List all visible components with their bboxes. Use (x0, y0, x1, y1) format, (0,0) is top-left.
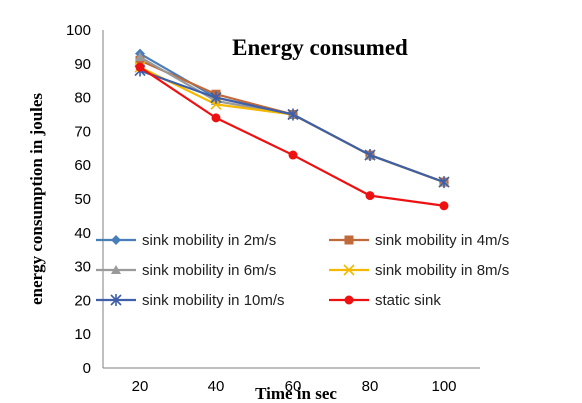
x-tick-label: 40 (208, 378, 225, 395)
series-line (139, 66, 445, 207)
y-tick-label: 20 (74, 292, 91, 309)
legend-swatch-marker (111, 265, 121, 274)
y-axis-title: energy consumption in joules (27, 93, 46, 305)
data-point (438, 176, 450, 189)
y-tick-label: 50 (74, 191, 91, 208)
series-line (139, 56, 445, 184)
x-tick-label: 80 (362, 378, 379, 395)
legend: sink mobility in 2m/s sink mobility in 4m… (96, 232, 509, 309)
y-tick-label: 40 (74, 225, 91, 242)
legend-item: sink mobility in 4m/s (329, 232, 509, 249)
legend-swatch-marker (111, 235, 121, 245)
data-point (211, 113, 221, 123)
series-line (139, 69, 445, 184)
y-tick-label: 30 (74, 259, 91, 276)
x-tick-label: 100 (431, 378, 456, 395)
legend-item: sink mobility in 10m/s (96, 292, 285, 309)
legend-label: sink mobility in 2m/s (142, 232, 276, 249)
y-tick-label: 70 (74, 123, 91, 140)
y-tick-label: 80 (74, 90, 91, 107)
x-axis-title: Time in sec (255, 384, 337, 403)
legend-item: sink mobility in 6m/s (96, 262, 276, 279)
x-tick-label: 60 (285, 378, 302, 395)
legend-label: sink mobility in 8m/s (375, 262, 509, 279)
data-point (364, 149, 376, 162)
series-line (139, 59, 445, 184)
y-tick-labels: 0 10 20 30 40 50 60 70 80 90 100 (66, 22, 91, 377)
data-point (439, 201, 449, 211)
legend-label: sink mobility in 10m/s (142, 292, 285, 309)
legend-swatch-marker (343, 264, 355, 276)
data-point (210, 91, 222, 104)
y-tick-label: 0 (83, 360, 91, 377)
data-point (365, 191, 375, 201)
legend-swatch-marker (110, 294, 122, 306)
data-point (135, 62, 145, 72)
x-tick-labels: 20 40 60 80 100 (132, 378, 457, 395)
y-tick-label: 90 (74, 56, 91, 73)
y-tick-label: 100 (66, 22, 91, 39)
y-tick-label: 10 (74, 326, 91, 343)
legend-label: sink mobility in 6m/s (142, 262, 276, 279)
legend-label: sink mobility in 4m/s (375, 232, 509, 249)
legend-item: sink mobility in 8m/s (329, 262, 509, 279)
series-lines (134, 48, 450, 211)
legend-item: sink mobility in 2m/s (96, 232, 276, 249)
legend-item: static sink (329, 292, 441, 309)
chart-title: Energy consumed (232, 35, 408, 60)
legend-swatch-marker (344, 235, 354, 245)
x-tick-label: 20 (132, 378, 149, 395)
legend-label: static sink (375, 292, 441, 309)
data-point (288, 150, 298, 160)
data-point (287, 108, 299, 121)
legend-swatch-marker (344, 295, 354, 305)
y-tick-label: 60 (74, 157, 91, 174)
data-point (135, 52, 145, 62)
